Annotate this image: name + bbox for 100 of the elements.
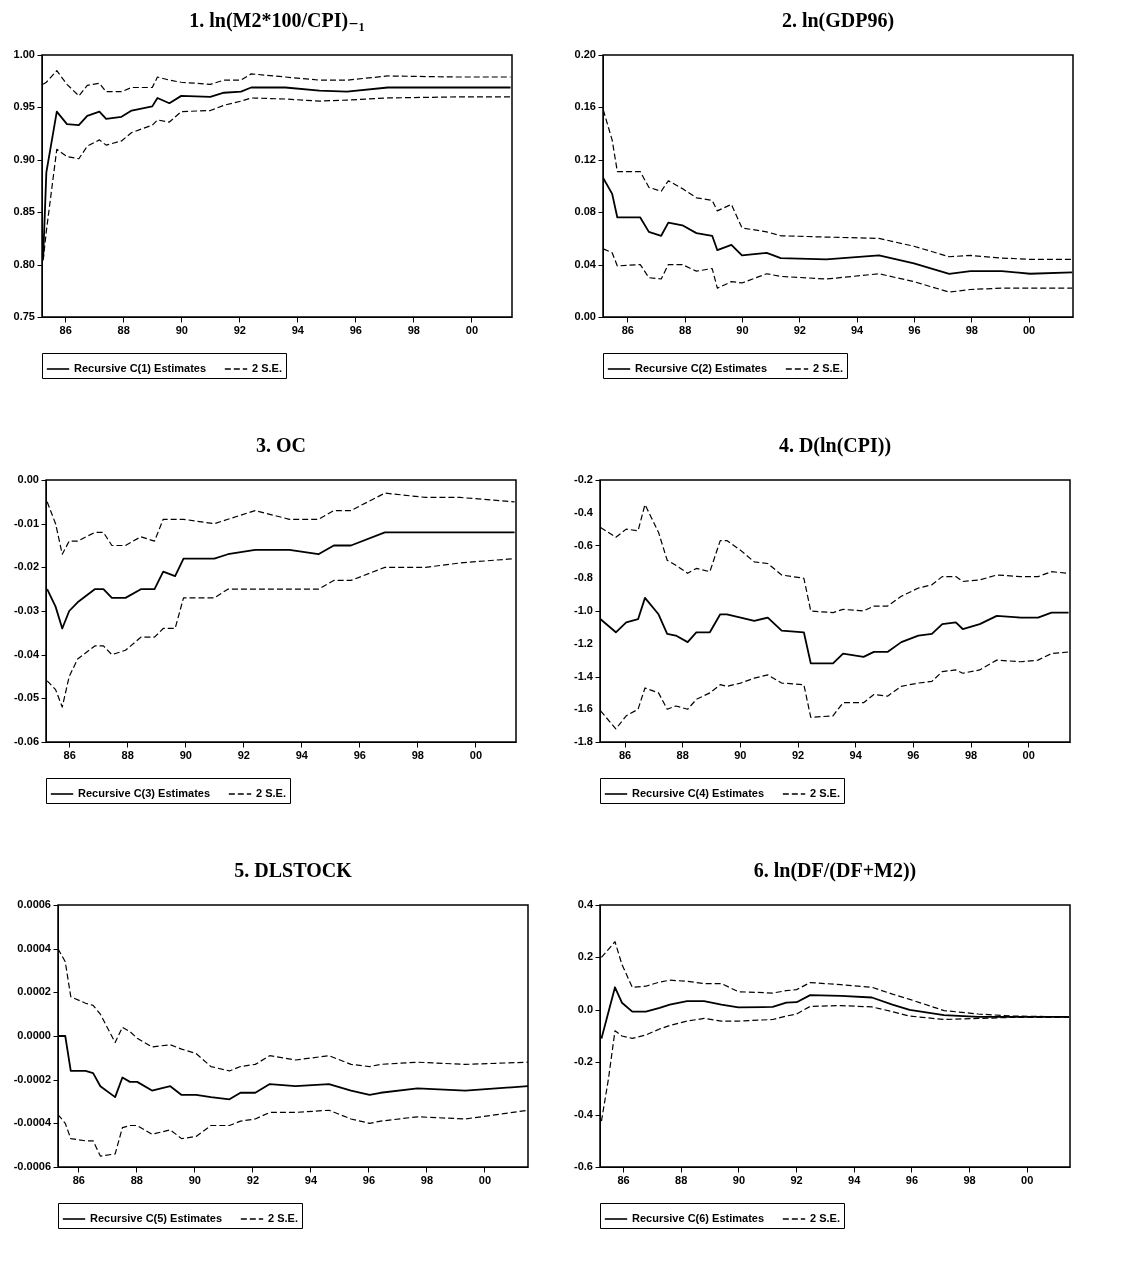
x-tick-label: 88 [130,1173,143,1186]
y-tick-label: -1.8 [574,735,593,747]
x-tick-label: 00 [465,323,479,336]
legend-label: 2 S.E. [268,1212,298,1224]
x-tick-label: 96 [905,1173,919,1186]
x-tick-label: 90 [734,748,747,761]
x-tick-label: 96 [349,323,362,336]
y-tick-label: 0.0 [577,1002,593,1015]
x-tick-label: 00 [1021,1173,1034,1186]
x-tick-label: 88 [679,323,692,336]
x-tick-label: 86 [621,323,634,336]
y-tick-label: 0.75 [13,310,35,322]
y-tick-label: -0.06 [13,735,39,747]
x-tick-label: 98 [411,748,424,761]
y-tick-label: 0.90 [13,152,35,165]
x-tick-label: 92 [237,748,250,761]
y-tick-label: 0.0006 [17,898,51,910]
y-tick-label: -1.0 [574,604,593,616]
y-tick-label: -0.0004 [13,1116,52,1129]
x-tick-label: 88 [675,1173,688,1186]
y-tick-label: -0.4 [574,505,594,518]
legend-label: 2 S.E. [252,362,282,374]
x-tick-label: 94 [851,323,865,336]
y-tick-label: -0.05 [13,691,39,704]
chart-title: 3. OC [256,434,306,456]
x-tick-label: 92 [793,323,806,336]
x-tick-label: 86 [63,748,76,761]
x-tick-label: 94 [849,748,863,761]
y-tick-label: 0.16 [574,100,596,113]
y-tick-label: 1.00 [13,48,35,60]
x-tick-label: 90 [175,323,188,336]
y-tick-label: -1.2 [574,636,593,649]
legend-label: Recursive C(3) Estimates [78,787,211,799]
legend-label: 2 S.E. [810,787,840,799]
y-tick-label: -0.8 [574,571,593,584]
y-tick-label: 0.0000 [17,1029,51,1041]
chart-title: 1. ln(M2*100/CPI)₋₁ [189,9,365,32]
x-tick-label: 96 [908,323,921,336]
x-tick-label: 92 [246,1173,260,1186]
chart-title: 4. D(ln(CPI)) [778,434,892,457]
x-tick-label: 92 [233,323,246,336]
x-tick-label: 92 [791,748,805,761]
legend-label: 2 S.E. [256,787,286,799]
chart-title: 6. ln(DF/(DF+M2)) [753,859,917,882]
x-tick-label: 96 [353,748,366,761]
x-tick-label: 90 [732,1173,746,1186]
y-tick-label: 0.2 [577,950,593,963]
y-tick-label: 0.0004 [17,941,52,954]
y-tick-label: -0.0006 [13,1160,51,1172]
y-tick-label: -0.03 [13,604,39,616]
y-tick-label: 0.04 [574,257,597,270]
x-tick-label: 98 [407,323,420,336]
y-tick-label: -1.6 [574,702,593,715]
y-tick-label: 0.20 [574,48,596,60]
x-tick-label: 86 [618,748,632,761]
y-tick-label: 0.00 [574,310,596,322]
x-tick-label: 90 [188,1173,201,1186]
x-tick-label: 00 [478,1173,492,1186]
legend-label: 2 S.E. [813,362,843,374]
y-tick-label: 0.4 [577,898,594,910]
x-tick-label: 96 [362,1173,376,1186]
x-tick-label: 98 [964,748,978,761]
x-tick-label: 86 [617,1173,630,1186]
y-tick-label: 0.00 [17,473,39,485]
x-tick-label: 98 [420,1173,434,1186]
y-tick-label: -0.2 [574,1055,593,1068]
legend-label: 2 S.E. [810,1212,840,1224]
x-tick-label: 98 [965,323,978,336]
y-tick-label: 0.08 [574,205,596,218]
x-tick-label: 00 [469,748,483,761]
x-tick-label: 98 [963,1173,976,1186]
y-tick-label: 0.85 [13,205,35,218]
x-tick-label: 86 [72,1173,85,1186]
y-tick-label: 0.0002 [17,985,51,998]
chart-title: 2. ln(GDP96) [781,9,895,32]
chart-title: 5. DLSTOCK [234,859,353,881]
y-tick-label: -0.6 [574,1160,593,1172]
x-tick-label: 88 [676,748,689,761]
y-tick-label: 0.80 [13,257,35,270]
y-tick-label: -0.02 [13,560,39,573]
x-tick-label: 88 [117,323,130,336]
x-tick-label: 94 [295,748,309,761]
legend-label: Recursive C(4) Estimates [632,787,765,799]
x-tick-label: 00 [1022,748,1035,761]
x-tick-label: 94 [304,1173,318,1186]
legend-label: Recursive C(6) Estimates [632,1212,765,1224]
y-tick-label: -0.01 [13,516,39,529]
x-tick-label: 94 [848,1173,862,1186]
x-tick-label: 88 [121,748,134,761]
legend-label: Recursive C(5) Estimates [90,1212,223,1224]
x-tick-label: 90 [179,748,192,761]
x-tick-label: 00 [1022,323,1036,336]
y-tick-label: 0.12 [574,152,596,165]
y-tick-label: 0.95 [13,100,35,113]
x-tick-label: 94 [291,323,305,336]
y-tick-label: -0.6 [574,538,593,551]
legend-label: Recursive C(1) Estimates [74,362,207,374]
legend-label: Recursive C(2) Estimates [635,362,768,374]
y-tick-label: -0.04 [13,647,40,660]
x-tick-label: 96 [907,748,920,761]
